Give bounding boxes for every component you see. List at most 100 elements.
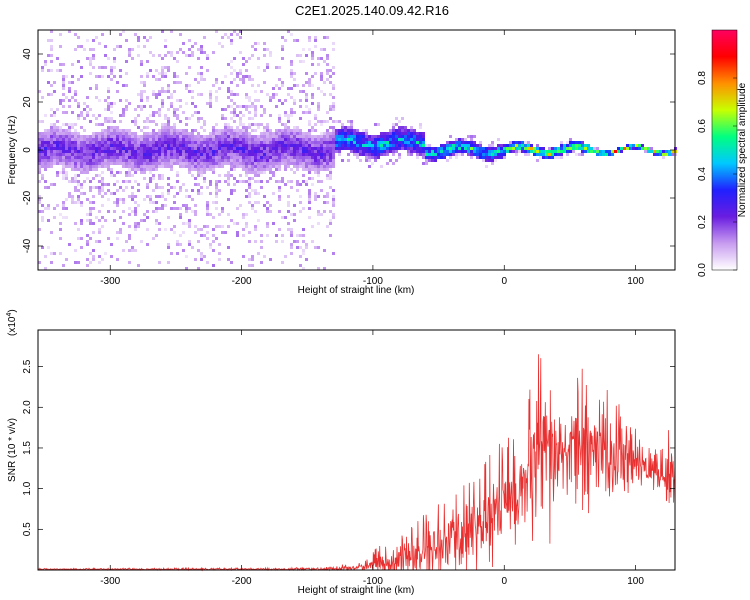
heatmap-cell: [80, 192, 83, 195]
heatmap-cell: [128, 171, 131, 174]
heatmap-cell: [47, 81, 50, 84]
heatmap-cell: [149, 162, 152, 165]
heatmap-cell: [323, 135, 326, 138]
heatmap-cell: [257, 42, 260, 45]
heatmap-cell: [200, 156, 203, 159]
heatmap-cell: [173, 132, 176, 135]
heatmap-cell: [68, 81, 71, 84]
heatmap-cell: [101, 123, 104, 126]
heatmap-cell: [257, 135, 260, 138]
heatmap-cell: [119, 33, 122, 36]
heatmap-cell: [167, 108, 170, 111]
heatmap-cell: [284, 150, 287, 153]
heatmap-cell: [560, 144, 563, 147]
heatmap-cell: [53, 129, 56, 132]
heatmap-cell: [266, 123, 269, 126]
heatmap-cell: [302, 141, 305, 144]
x-tick-label: -100: [363, 276, 383, 287]
heatmap-cell: [140, 63, 143, 66]
heatmap-cell: [257, 126, 260, 129]
heatmap-cell: [101, 258, 104, 261]
heatmap-cell: [167, 165, 170, 168]
heatmap-cell: [488, 156, 491, 159]
heatmap-cell: [110, 105, 113, 108]
heatmap-cell: [149, 141, 152, 144]
heatmap-cell: [230, 72, 233, 75]
heatmap-cell: [188, 150, 191, 153]
heatmap-cell: [251, 135, 254, 138]
heatmap-cell: [221, 135, 224, 138]
heatmap-cell: [350, 120, 353, 123]
heatmap-cell: [311, 240, 314, 243]
heatmap-cell: [44, 60, 47, 63]
heatmap-cell: [50, 150, 53, 153]
heatmap-cell: [269, 96, 272, 99]
heatmap-cell: [185, 132, 188, 135]
heatmap-cell: [149, 171, 152, 174]
heatmap-cell: [203, 138, 206, 141]
heatmap-cell: [278, 162, 281, 165]
heatmap-cell: [308, 78, 311, 81]
heatmap-cell: [152, 159, 155, 162]
heatmap-cell: [272, 162, 275, 165]
heatmap-cell: [455, 156, 458, 159]
heatmap-cell: [92, 162, 95, 165]
heatmap-cell: [149, 165, 152, 168]
heatmap-cell: [341, 123, 344, 126]
colorbar-ticks: 0.00.20.40.60.8: [697, 71, 737, 277]
heatmap-cell: [179, 162, 182, 165]
heatmap-cell: [221, 129, 224, 132]
heatmap-cell: [50, 114, 53, 117]
heatmap-cell: [428, 156, 431, 159]
heatmap-cell: [71, 96, 74, 99]
heatmap-cell: [314, 45, 317, 48]
heatmap-cell: [329, 186, 332, 189]
heatmap-cell: [194, 162, 197, 165]
heatmap-cell: [161, 135, 164, 138]
heatmap-cell: [185, 204, 188, 207]
heatmap-cell: [350, 126, 353, 129]
heatmap-cell: [62, 168, 65, 171]
heatmap-cell: [395, 135, 398, 138]
heatmap-cell: [41, 165, 44, 168]
heatmap-cell: [188, 66, 191, 69]
heatmap-cell: [146, 162, 149, 165]
heatmap-cell: [290, 138, 293, 141]
heatmap-cell: [71, 195, 74, 198]
heatmap-cell: [71, 123, 74, 126]
heatmap-cell: [248, 96, 251, 99]
heatmap-cell: [287, 135, 290, 138]
heatmap-cell: [323, 201, 326, 204]
heatmap-cell: [512, 147, 515, 150]
heatmap-cell: [290, 87, 293, 90]
heatmap-cell: [305, 162, 308, 165]
heatmap-cell: [125, 240, 128, 243]
heatmap-cell: [101, 177, 104, 180]
heatmap-cell: [335, 147, 338, 150]
heatmap-cell: [326, 159, 329, 162]
heatmap-cell: [158, 150, 161, 153]
heatmap-cell: [419, 132, 422, 135]
heatmap-cell: [113, 75, 116, 78]
heatmap-cell: [410, 141, 413, 144]
heatmap-cell: [233, 147, 236, 150]
heatmap-cell: [95, 240, 98, 243]
heatmap-cell: [98, 210, 101, 213]
heatmap-cell: [338, 129, 341, 132]
heatmap-cell: [260, 156, 263, 159]
heatmap-cell: [227, 162, 230, 165]
heatmap-cell: [113, 150, 116, 153]
heatmap-cell: [149, 177, 152, 180]
heatmap-cell: [356, 156, 359, 159]
heatmap-cell: [506, 144, 509, 147]
heatmap-cell: [98, 165, 101, 168]
heatmap-cell: [50, 252, 53, 255]
heatmap-cell: [302, 240, 305, 243]
heatmap-cell: [341, 138, 344, 141]
heatmap-cell: [176, 150, 179, 153]
heatmap-cell: [299, 264, 302, 267]
heatmap-cell: [185, 123, 188, 126]
heatmap-cell: [62, 111, 65, 114]
heatmap-cell: [425, 159, 428, 162]
heatmap-cell: [89, 219, 92, 222]
